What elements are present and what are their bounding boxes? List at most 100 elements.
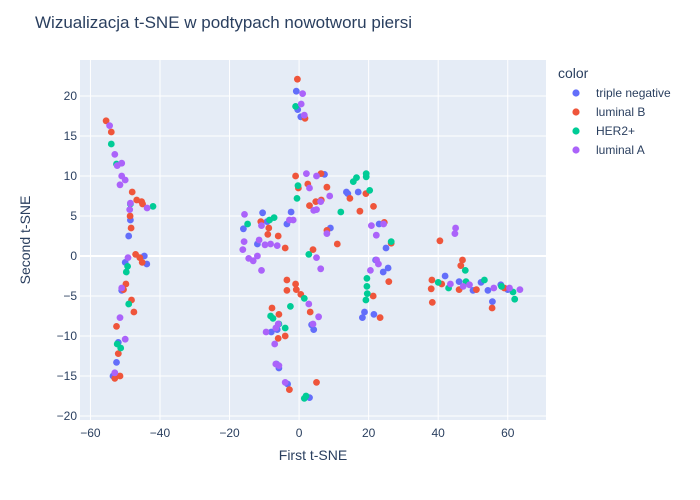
scatter-point <box>292 103 299 110</box>
scatter-point <box>111 151 119 158</box>
scatter-point <box>333 240 341 248</box>
scatter-point <box>265 224 273 232</box>
legend-label: luminal B <box>596 105 645 119</box>
y-tick-label: 0 <box>70 249 77 263</box>
legend-marker <box>572 108 580 116</box>
scatter-point <box>323 230 331 238</box>
scatter-point <box>337 208 345 216</box>
scatter-point <box>274 335 282 342</box>
scatter-point <box>107 128 115 136</box>
scatter-point <box>125 232 133 240</box>
scatter-point <box>258 222 265 230</box>
scatter-point <box>266 216 273 224</box>
x-tick-label: 0 <box>296 426 303 440</box>
scatter-point <box>281 332 289 340</box>
scatter-point <box>118 159 126 167</box>
scatter-point <box>373 256 380 264</box>
scatter-point <box>244 220 252 228</box>
scatter-point <box>516 286 524 293</box>
scatter-point <box>305 251 313 258</box>
legend-label: HER2+ <box>596 124 635 138</box>
legend-marker <box>572 146 580 154</box>
scatter-point <box>353 174 360 182</box>
scatter-point <box>261 241 269 249</box>
scatter-point <box>262 328 270 336</box>
x-tick-label: −40 <box>150 426 171 440</box>
scatter-point <box>379 268 387 276</box>
scatter-point <box>143 204 151 212</box>
scatter-point <box>130 308 138 316</box>
scatter-point <box>269 315 277 322</box>
scatter-point <box>283 276 291 284</box>
scatter-point <box>317 198 325 206</box>
scatter-point <box>346 195 354 202</box>
scatter-point <box>121 335 129 343</box>
scatter-point <box>113 359 120 366</box>
scatter-point <box>116 314 124 321</box>
scatter-point <box>372 231 380 239</box>
legend[interactable]: color triple negative luminal B HER2+ lumin… <box>558 65 671 157</box>
legend-label: triple negative <box>596 86 671 100</box>
y-tick-label: 20 <box>64 89 78 103</box>
scatter-point <box>267 328 275 336</box>
y-tick-label: −15 <box>57 369 78 383</box>
scatter-point <box>363 283 371 290</box>
scatter-point <box>239 246 247 254</box>
scatter-point <box>461 267 469 274</box>
scatter-point <box>489 298 496 305</box>
scatter-point <box>382 244 390 252</box>
scatter-point <box>367 267 374 274</box>
scatter-point <box>300 111 308 119</box>
scatter-point <box>361 308 368 316</box>
x-tick-label: −20 <box>219 426 240 440</box>
scatter-point <box>323 183 331 191</box>
scatter-point <box>294 182 302 190</box>
legend-item[interactable]: luminal A <box>572 143 645 157</box>
scatter-point <box>490 284 498 292</box>
scatter-point <box>356 207 364 215</box>
scatter-point <box>127 224 135 232</box>
scatter-point <box>306 184 313 192</box>
legend-label: luminal A <box>596 143 645 157</box>
scatter-point <box>362 173 370 181</box>
scatter-point <box>254 252 261 260</box>
scatter-point <box>111 369 119 377</box>
scatter-point <box>292 286 300 293</box>
y-tick-label: −20 <box>57 409 78 423</box>
legend-title: color <box>558 65 589 81</box>
scatter-point <box>149 203 157 210</box>
scatter-point <box>317 265 325 273</box>
scatter-point <box>121 176 129 184</box>
legend-item[interactable]: triple negative <box>572 86 671 100</box>
scatter-point <box>313 206 320 214</box>
scatter-point <box>114 350 122 357</box>
x-tick-label: −60 <box>80 426 101 440</box>
x-tick-label: 60 <box>501 426 515 440</box>
scatter-point <box>292 280 299 288</box>
plot-area <box>80 60 546 420</box>
y-tick-label: −10 <box>57 329 78 343</box>
scatter-point <box>481 276 488 284</box>
legend-item[interactable]: luminal B <box>572 105 645 119</box>
scatter-point <box>313 172 320 180</box>
legend-marker <box>572 89 580 97</box>
scatter-point <box>240 225 247 233</box>
gridlines <box>80 60 546 420</box>
scatter-point <box>240 238 248 246</box>
scatter-point <box>281 324 289 332</box>
scatter-point <box>292 172 299 180</box>
scatter-point <box>466 281 473 289</box>
scatter-point <box>299 90 306 97</box>
legend-item[interactable]: HER2+ <box>572 124 635 138</box>
scatter-point <box>258 267 265 274</box>
scatter-point <box>428 299 436 306</box>
scatter-point <box>309 246 317 254</box>
scatter-point <box>138 259 146 266</box>
x-tick-label: 20 <box>362 426 376 440</box>
scatter-point <box>268 304 276 312</box>
scatter-point <box>286 216 293 224</box>
scatter-point <box>126 206 134 214</box>
scatter-point <box>107 140 115 148</box>
scatter-point <box>293 195 301 202</box>
scatter-point <box>387 238 395 246</box>
